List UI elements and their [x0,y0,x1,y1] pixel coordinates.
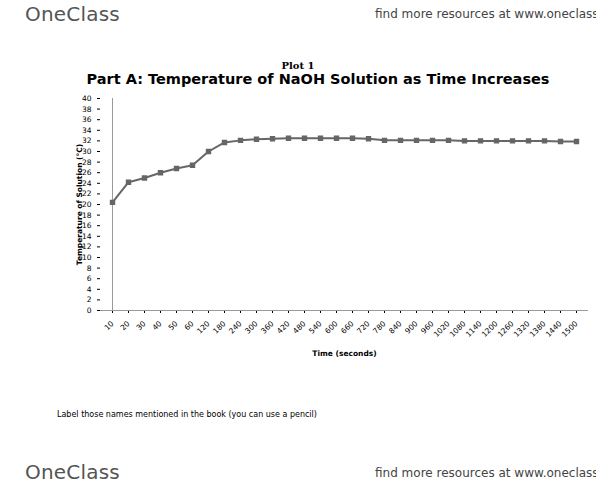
svg-text:Time (seconds): Time (seconds) [312,349,376,358]
svg-text:18: 18 [82,210,92,220]
svg-text:20: 20 [118,319,131,332]
svg-text:10: 10 [102,319,115,332]
svg-text:2: 2 [87,295,92,304]
svg-text:12: 12 [82,242,92,252]
svg-text:40: 40 [82,94,92,103]
svg-text:1200: 1200 [480,319,500,339]
svg-text:1500: 1500 [560,319,580,339]
svg-text:28: 28 [82,157,92,167]
svg-text:1140: 1140 [464,319,484,339]
svg-text:Temperature of Solution (°C): Temperature of Solution (°C) [75,144,84,265]
html-text:Label those names mentioned in: Label those names mentioned in the book … [57,410,317,419]
svg-text:30: 30 [82,146,92,156]
svg-text:14: 14 [82,231,92,241]
svg-text:8: 8 [87,264,92,273]
svg-text:30: 30 [134,319,147,332]
svg-text:900: 900 [403,319,420,336]
svg-text:36: 36 [82,115,92,124]
svg-text:420: 420 [275,319,292,336]
svg-text:360: 360 [259,319,276,336]
svg-text:50: 50 [166,319,179,332]
svg-text:840: 840 [387,319,404,336]
svg-text:1080: 1080 [448,319,468,339]
svg-text:34: 34 [82,126,92,135]
svg-text:660: 660 [339,319,356,336]
svg-text:16: 16 [82,221,92,231]
svg-text:960: 960 [419,319,436,336]
svg-text:1320: 1320 [512,319,532,339]
svg-text:6: 6 [87,274,92,283]
svg-text:26: 26 [82,168,92,178]
svg-text:60: 60 [182,319,195,332]
svg-text:10: 10 [82,252,92,262]
svg-text:1020: 1020 [432,319,452,339]
svg-text:600: 600 [323,319,340,336]
svg-text:120: 120 [195,319,212,336]
html-text:OneClass: OneClass [25,460,120,484]
svg-text:480: 480 [291,319,308,336]
svg-text:240: 240 [227,319,244,336]
html-text:Plot 1: Plot 1 [281,60,315,71]
svg-text:40: 40 [150,319,163,332]
svg-text:300: 300 [243,319,260,336]
svg-text:0: 0 [87,306,92,315]
svg-text:24: 24 [82,178,92,188]
html-text:OneClass: OneClass [25,2,120,26]
svg-text:780: 780 [371,319,388,336]
svg-text:720: 720 [355,319,372,336]
svg-text:1260: 1260 [496,319,516,339]
svg-text:1380: 1380 [528,319,548,339]
svg-text:180: 180 [211,319,228,336]
svg-text:4: 4 [87,285,92,294]
svg-text:540: 540 [307,319,324,336]
svg-text:38: 38 [82,105,92,114]
svg-text:22: 22 [82,189,92,199]
svg-text:32: 32 [82,136,92,146]
html-text:Part A: Temperature of NaOH So: Part A: Temperature of NaOH Solution as … [86,71,550,87]
svg-text:1440: 1440 [544,319,564,339]
svg-text:20: 20 [82,199,92,209]
